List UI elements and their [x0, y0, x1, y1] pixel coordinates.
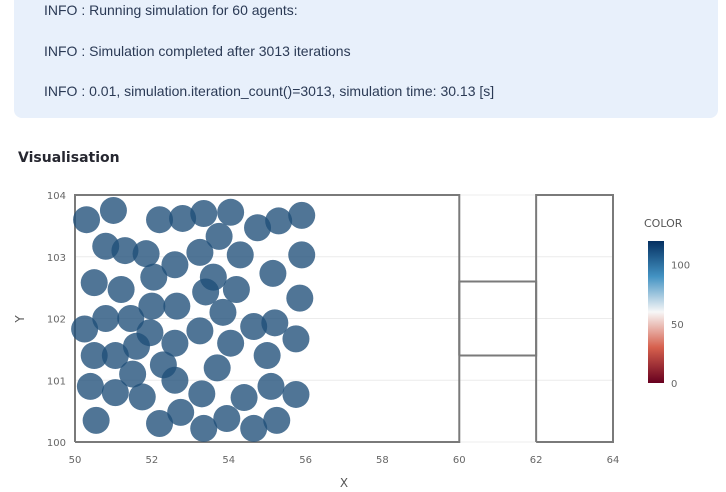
agent-point: [161, 251, 189, 279]
section-title: Visualisation: [18, 150, 120, 166]
agent-point: [132, 240, 160, 268]
log-line: INFO : Running simulation for 60 agents:: [44, 2, 298, 18]
agent-point: [265, 207, 293, 235]
agent-point: [117, 305, 145, 332]
colorbar: COLOR 0 50 100: [644, 217, 690, 390]
log-line: INFO : 0.01, simulation.iteration_count(…: [44, 83, 495, 99]
agent-point: [282, 380, 310, 408]
agent-point: [111, 237, 139, 265]
x-tick-label: 64: [607, 455, 620, 466]
agent-point: [188, 380, 216, 408]
agent-point: [213, 405, 241, 433]
agent-point: [205, 222, 233, 250]
info-log-box: INFO : Running simulation for 60 agents:…: [14, 0, 718, 118]
geometry-polygon: [74, 194, 461, 443]
agent-point: [122, 332, 150, 360]
log-line: INFO : Simulation completed after 3013 i…: [44, 43, 351, 59]
agent-point: [261, 309, 289, 337]
agent-point: [161, 366, 189, 394]
colorbar-tick-label: 50: [671, 320, 684, 331]
agent-point: [73, 206, 101, 234]
agent-point: [119, 360, 147, 388]
agent-point: [288, 201, 316, 229]
x-tick-label: 58: [376, 455, 389, 466]
agent-point: [76, 372, 104, 400]
colorbar-gradient: [648, 241, 664, 383]
agent-point: [209, 298, 237, 326]
x-tick-label: 62: [530, 455, 543, 466]
agent-point: [240, 414, 268, 442]
agent-point: [217, 198, 245, 226]
colorbar-tick-label: 0: [671, 379, 677, 390]
agent-point: [107, 275, 135, 303]
agent-point: [226, 241, 254, 269]
x-tick-label: 54: [222, 455, 235, 466]
agent-point: [244, 214, 272, 242]
geometry-polygon: [535, 194, 614, 443]
x-axis-label: X: [340, 476, 348, 490]
agent-point: [138, 292, 166, 320]
agent-point: [230, 384, 258, 412]
agent-point: [286, 284, 314, 312]
agent-point: [257, 372, 285, 400]
agent-points: [71, 196, 316, 442]
agent-point: [217, 329, 245, 357]
x-tick-label: 52: [145, 455, 158, 466]
agent-point: [186, 238, 214, 266]
agent-point: [101, 379, 129, 407]
agent-point: [146, 409, 174, 437]
agent-point: [190, 200, 218, 228]
agent-point: [167, 398, 195, 426]
x-tick-label: 56: [299, 455, 312, 466]
y-tick-label: 101: [47, 376, 66, 387]
agent-point: [140, 263, 168, 291]
agent-point: [222, 275, 250, 303]
agent-point: [190, 414, 218, 442]
agent-point: [169, 204, 197, 232]
agent-point: [263, 406, 291, 434]
x-tick-label: 50: [69, 455, 82, 466]
colorbar-tick-label: 100: [671, 261, 690, 272]
agent-point: [288, 241, 316, 269]
y-tick-label: 104: [47, 191, 66, 202]
x-axis-ticks: 50 52 54 56 58 60 62 64: [69, 455, 620, 466]
agent-point: [80, 269, 108, 297]
scatter-plot[interactable]: 50 52 54 56 58 60 62 64 100 101 102 103 104 X Y COL…: [0, 180, 726, 492]
agent-point: [92, 305, 120, 332]
y-axis-label: Y: [13, 315, 27, 324]
agent-point: [240, 313, 268, 341]
agent-point: [161, 329, 189, 357]
colorbar-ticks: 0 50 100: [671, 261, 690, 390]
agent-point: [82, 406, 110, 434]
agent-point: [163, 292, 191, 320]
colorbar-title: COLOR: [644, 217, 683, 230]
agent-point: [80, 342, 108, 370]
y-tick-label: 102: [47, 315, 66, 326]
agent-point: [282, 325, 310, 353]
agent-point: [253, 342, 281, 370]
agent-point: [128, 383, 156, 411]
y-axis-ticks: 100 101 102 103 104: [47, 191, 66, 449]
y-tick-label: 103: [47, 253, 66, 264]
agent-point: [203, 354, 231, 382]
agent-point: [259, 259, 287, 287]
y-tick-label: 100: [47, 438, 66, 449]
agent-point: [192, 278, 220, 306]
agent-point: [101, 342, 129, 370]
geometry-outline: [74, 194, 614, 443]
x-tick-label: 60: [453, 455, 466, 466]
agent-point: [99, 196, 127, 224]
agent-point: [186, 317, 214, 345]
agent-point: [146, 206, 174, 234]
agent-point: [71, 315, 99, 343]
